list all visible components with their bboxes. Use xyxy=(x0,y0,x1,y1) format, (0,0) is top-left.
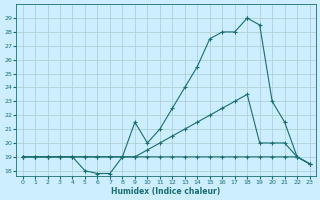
X-axis label: Humidex (Indice chaleur): Humidex (Indice chaleur) xyxy=(111,187,221,196)
